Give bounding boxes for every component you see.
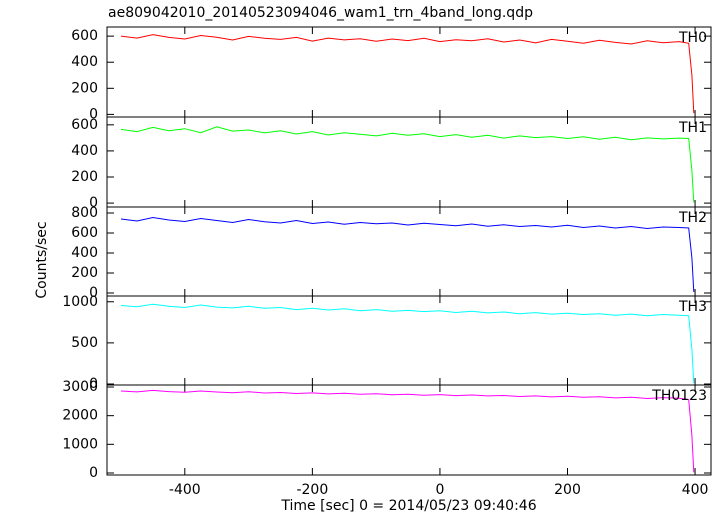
- y-tick-label: 400: [71, 245, 98, 261]
- legend-label: TH0: [678, 30, 707, 46]
- legend-label: TH1: [678, 120, 707, 136]
- legend-label: TH3: [678, 299, 707, 315]
- y-tick-label: 600: [71, 225, 98, 241]
- panel-frame: [106, 206, 712, 297]
- y-tick-label: 1000: [62, 294, 98, 310]
- y-tick-label: 600: [71, 28, 98, 44]
- data-line: [120, 303, 695, 384]
- y-tick-label: 2000: [62, 408, 98, 424]
- y-tick-label: 200: [71, 169, 98, 185]
- chart-title: ae809042010_20140523094046_wam1_trn_4ban…: [108, 5, 533, 21]
- y-tick-label: 0: [89, 195, 98, 211]
- panel-frame: [106, 384, 712, 476]
- panel-frame: [106, 116, 712, 208]
- legend-label: TH0123: [651, 388, 707, 404]
- y-tick-label: 600: [71, 117, 98, 133]
- y-tick-label: 800: [71, 205, 98, 221]
- y-tick-label: 400: [71, 54, 98, 70]
- y-tick-label: 0: [89, 376, 98, 392]
- x-tick-label: -200: [296, 482, 328, 498]
- y-tick-label: 200: [71, 80, 98, 96]
- x-axis-label: Time [sec] 0 = 2014/05/23 09:40:46: [280, 498, 536, 514]
- y-tick-label: 400: [71, 143, 98, 159]
- legend-label: TH2: [678, 210, 707, 226]
- y-tick-label: 1000: [62, 436, 98, 452]
- y-tick-label: 0: [89, 285, 98, 301]
- data-line: [120, 389, 695, 473]
- y-tick-label: 500: [71, 335, 98, 351]
- panel-frame: [106, 295, 712, 386]
- data-line: [120, 126, 695, 203]
- x-tick-label: 0: [435, 482, 444, 498]
- y-tick-label: 0: [89, 106, 98, 122]
- data-line: [120, 34, 695, 114]
- y-tick-label: 200: [71, 265, 98, 281]
- y-tick-label: 0: [89, 465, 98, 481]
- data-line: [120, 216, 695, 293]
- x-tick-label: -400: [169, 482, 201, 498]
- y-tick-label: 3000: [62, 379, 98, 395]
- x-tick-label: 400: [682, 482, 709, 498]
- y-axis-label: Counts/sec: [34, 221, 50, 298]
- x-tick-label: 200: [554, 482, 581, 498]
